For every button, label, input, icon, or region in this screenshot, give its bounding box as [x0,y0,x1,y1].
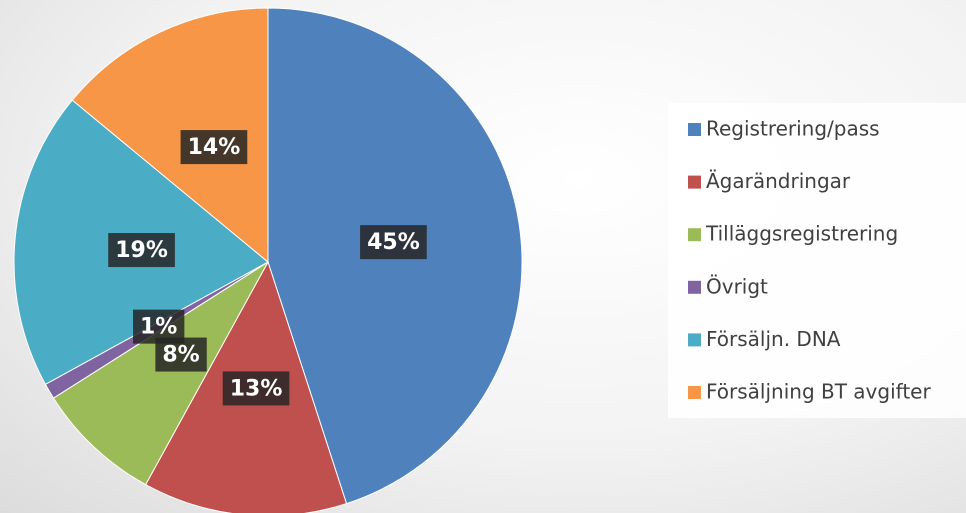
data-label: 14% [180,130,248,165]
legend-swatch [688,123,701,136]
data-label-text: 13% [230,376,283,401]
data-label-text: 45% [367,230,420,255]
data-label-box [133,309,185,344]
legend-swatch [688,280,701,294]
legend-label: Övrigt [706,274,768,298]
data-label-text: 1% [140,315,177,340]
legend-box [668,103,966,418]
legend-label: Försäljn. DNA [706,327,841,351]
data-label: 13% [222,371,290,406]
legend-label: Försäljning BT avgifter [706,380,931,404]
legend-label: Registrering/pass [706,117,880,141]
data-label: 19% [108,233,175,268]
data-label-text: 8% [162,343,199,368]
data-label: 8% [155,337,207,372]
data-label: 1% [133,309,185,344]
data-label-box [108,233,175,268]
data-label: 45% [360,225,427,260]
legend-label: Ägarändringar [706,169,851,193]
data-label-text: 14% [188,135,241,160]
data-label-box [180,130,248,165]
legend-swatch [688,386,701,399]
pie-slice [71,7,269,264]
legend-swatch [688,333,701,347]
legend-swatch [688,175,701,189]
legend-swatch [688,228,701,242]
data-label-box [222,371,290,406]
legend-label: Tilläggsregistrering [705,222,898,246]
pie-slice [52,261,269,486]
data-label-box [360,225,427,260]
data-label-text: 19% [115,238,168,263]
